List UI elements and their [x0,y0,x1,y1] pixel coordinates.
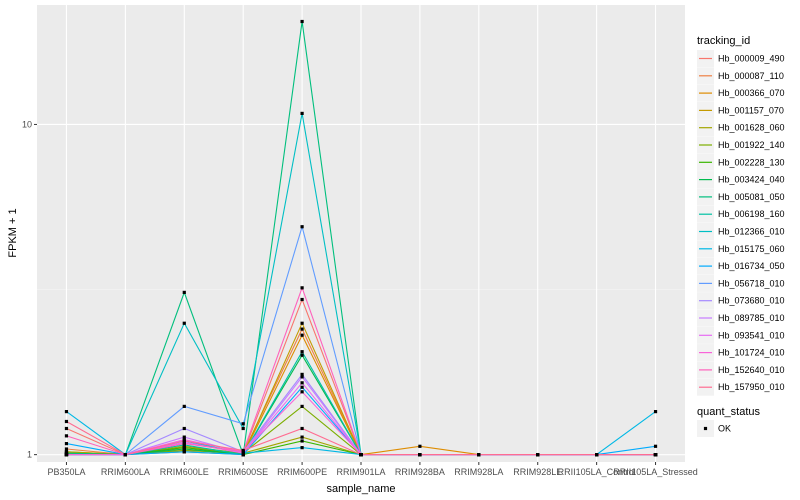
data-point [64,426,69,431]
data-point [300,350,304,354]
legend-label: Hb_016734_050 [718,261,785,271]
data-point [300,426,304,431]
legend-quant-status: quant_status OK [697,406,760,437]
data-point [182,450,186,454]
data-point [300,446,304,450]
legend-label: Hb_015175_060 [718,244,785,254]
data-point [182,404,186,408]
x-tick-label: RRIM928LE [513,467,562,477]
legend-label: Hb_005081_050 [718,192,785,202]
legend-label: Hb_003424_040 [718,175,785,185]
series-points [64,19,658,457]
legend-point-swatch [703,426,708,431]
y-axis-title: FPKM + 1 [7,208,19,257]
data-point [182,435,186,439]
data-point [64,447,69,451]
legend-label: Hb_093541_010 [718,330,785,340]
data-point [595,453,599,457]
data-point [241,422,245,426]
x-axis: PB350LA RRIM600LA RRIM600LE RRIM600SE RRIM60… [47,462,698,477]
data-point [300,297,304,302]
data-point [182,426,186,431]
y-tick-label: 10 [22,119,32,129]
legend-label: Hb_002228_130 [718,157,785,167]
data-point [653,453,658,457]
data-point [300,435,304,439]
data-point [418,453,422,457]
data-point [182,321,186,325]
x-tick-label: RRIM600LA [101,467,150,477]
legend-label: Hb_056718_010 [718,278,785,288]
data-point [182,442,186,446]
legend-label: Hb_000009_490 [718,54,785,64]
legend-label: Hb_001157_070 [718,105,784,115]
data-point [300,321,304,325]
x-tick-label: RRIM928LA [454,467,503,477]
x-tick-label: RRIM600SE [218,467,268,477]
data-point [300,381,304,385]
x-axis-title: sample_name [326,483,395,495]
data-point [300,353,304,357]
legend-tracking-id: tracking_id Hb_000009_490 Hb_000087_110 Hb… [697,35,785,396]
data-point [64,419,69,424]
data-point [182,439,186,443]
legend-label: Hb_001922_140 [718,140,785,150]
legend-label: Hb_000366_070 [718,88,785,98]
legend-label: Hb_152640_010 [718,365,785,375]
data-point [300,19,304,24]
data-point [653,410,658,414]
data-point [300,385,304,389]
data-point [300,372,304,376]
data-point [64,434,69,438]
data-point [64,453,69,457]
data-point [300,390,304,394]
x-tick-label: RRII105LA_Stressed [613,467,698,477]
data-point [64,410,69,414]
legend-label: Hb_089785_010 [718,313,785,323]
data-point [300,327,304,331]
data-point [64,442,69,446]
y-tick-label: 1 [27,450,32,460]
legend-label: Hb_006198_160 [718,209,785,219]
data-point [477,453,481,457]
legend-title: quant_status [697,406,760,418]
legend-label: OK [718,424,731,434]
data-point [359,453,363,457]
data-point [300,404,304,408]
x-tick-label: RRIM600LE [160,467,209,477]
legend-label: Hb_157950_010 [718,382,785,392]
legend-label: Hb_012366_010 [718,227,785,237]
data-point [300,225,304,229]
data-point [300,439,304,443]
data-point [418,444,422,448]
legend-label: Hb_001628_060 [718,123,785,133]
data-point [653,444,658,448]
data-point [300,333,304,337]
data-point [241,426,245,431]
data-point [182,447,186,451]
y-axis: 1 10 [22,119,37,460]
data-point [182,290,186,294]
legend-title: tracking_id [697,35,750,47]
data-point [536,453,540,457]
data-point [300,286,304,290]
x-tick-label: PB350LA [47,467,85,477]
data-point [123,453,127,457]
x-tick-label: RRIM901LA [336,467,385,477]
legend-label: Hb_000087_110 [718,71,784,81]
data-point [241,448,245,453]
x-tick-label: RRII105LA_Control [558,467,636,477]
x-tick-label: RRIM600PE [277,467,327,477]
x-tick-label: RRIM928BA [395,467,445,477]
legend-label: Hb_073680_010 [718,296,785,306]
data-point [300,375,304,379]
data-point [300,111,304,116]
legend-label: Hb_101724_010 [718,348,785,358]
